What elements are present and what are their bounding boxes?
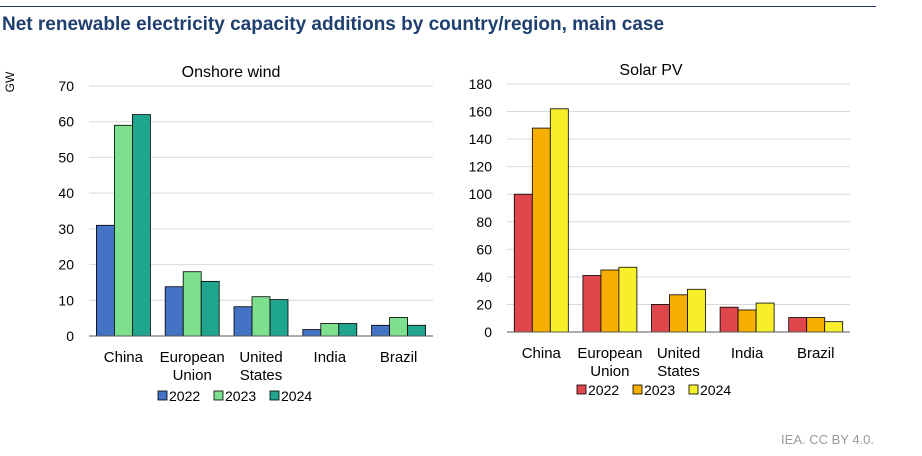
wind-bar-2023-4 [389,317,409,337]
solar-bar-2022-2 [651,304,670,333]
solar-bar-2022-1 [582,275,602,333]
solar-x-tick-label: India [731,345,764,362]
solar-bar-2023-4 [806,317,826,333]
wind-bar-2023-0 [114,124,133,337]
solar-x-tick-label-line: Union [590,363,629,380]
wind-y-tick-label: 70 [58,78,74,94]
wind-legend-swatch-2022 [157,390,168,401]
wind-bar-2023-3 [320,323,340,337]
solar-y-tick-label: 140 [469,131,493,147]
wind-x-tick-label-line: Brazil [380,349,418,366]
solar-y-tick-label: 180 [469,76,493,92]
solar-bar-2022-4 [788,317,808,333]
solar-x-tick-label: United States [657,345,700,380]
wind-bar-2022-1 [164,286,184,337]
solar-legend-label-2022: 2022 [588,382,619,398]
wind-y-axis-label: GW [3,71,17,92]
wind-y-tick-label: 60 [58,114,74,130]
solar-x-tick-label: European Union [577,345,642,380]
solar-legend-label-2024: 2024 [700,382,731,398]
solar-x-tick-label-line: European [577,345,642,362]
solar-y-tick-label: 0 [484,324,492,340]
wind-bar-2024-3 [338,323,358,337]
wind-x-tick-label: European Union [160,349,225,384]
wind-legend-label-2024: 2024 [281,388,312,404]
wind-bar-2024-0 [131,114,151,337]
wind-x-tick-label-line: India [314,349,347,366]
solar-x-tick-label-line: China [522,345,562,362]
solar-y-tick-label: 20 [476,296,492,312]
solar-bar-2024-2 [687,288,706,333]
solar-x-tick-label: China [522,345,562,362]
wind-y-tick-label: 20 [58,257,74,273]
wind-y-tick-label: 30 [58,221,74,237]
solar-x-tick-label-line: United [657,345,700,362]
wind-x-tick-label-line: Union [173,367,212,384]
wind-x-tick-label-line: United [239,349,282,366]
wind-bar-2024-4 [407,324,427,337]
top-rule [0,6,876,7]
solar-bar-2024-3 [755,302,775,333]
solar-x-tick-label-line: India [731,345,764,362]
wind-x-tick-label: United States [239,349,282,384]
solar-y-tick-label: 40 [476,269,492,285]
wind-x-tick-label: Brazil [380,349,418,366]
solar-y-tick-label: 100 [469,186,493,202]
solar-x-tick-label-line: States [657,363,700,380]
wind-legend-swatch-2024 [269,390,280,401]
solar-y-tick-label: 80 [476,214,492,230]
solar-legend-swatch-2024 [688,384,699,395]
solar-bar-2023-2 [669,294,688,333]
wind-y-tick-label: 10 [58,292,74,308]
solar-x-tick-label-line: Brazil [797,345,835,362]
solar-bar-2022-0 [513,193,533,333]
solar-legend-swatch-2022 [576,384,587,395]
wind-x-tick-label: India [314,349,347,366]
solar-legend-label-2023: 2023 [644,382,675,398]
wind-chart-title: Onshore wind [182,64,281,81]
wind-x-tick-label-line: China [104,349,144,366]
solar-bar-2022-3 [719,306,739,333]
solar-y-tick-label: 160 [469,104,493,120]
wind-bar-2024-2 [269,299,289,337]
wind-bar-2023-1 [182,271,202,337]
credit-note: IEA. CC BY 4.0. [781,432,874,447]
wind-bar-2024-1 [200,280,220,337]
solar-bar-2023-0 [531,127,551,333]
solar-y-tick-label: 120 [469,159,493,175]
wind-bar-2022-3 [302,329,322,337]
wind-y-tick-label: 0 [66,328,74,344]
wind-legend-swatch-2023 [213,390,224,401]
wind-y-tick-label: 40 [58,185,74,201]
wind-bar-2022-2 [233,306,253,337]
solar-y-tick-label: 60 [476,241,492,257]
wind-x-tick-label-line: States [240,367,283,384]
solar-bar-2024-0 [549,108,569,333]
solar-bar-2023-3 [737,309,757,333]
solar-legend-swatch-2023 [632,384,643,395]
wind-bar-2023-2 [251,296,271,337]
solar-bar-2023-1 [600,269,620,333]
solar-bar-2024-4 [824,321,844,333]
wind-bar-2022-0 [96,224,115,337]
solar-bar-2024-1 [618,266,638,333]
wind-bar-2022-4 [371,324,391,337]
solar-x-tick-label: Brazil [797,345,835,362]
wind-x-tick-label-line: European [160,349,225,366]
wind-y-tick-label: 50 [58,149,74,165]
solar-chart-title: Solar PV [619,62,682,79]
page-title: Net renewable electricity capacity addit… [2,14,665,35]
wind-legend-label-2022: 2022 [169,388,200,404]
wind-legend-label-2023: 2023 [225,388,256,404]
wind-x-tick-label: China [104,349,144,366]
